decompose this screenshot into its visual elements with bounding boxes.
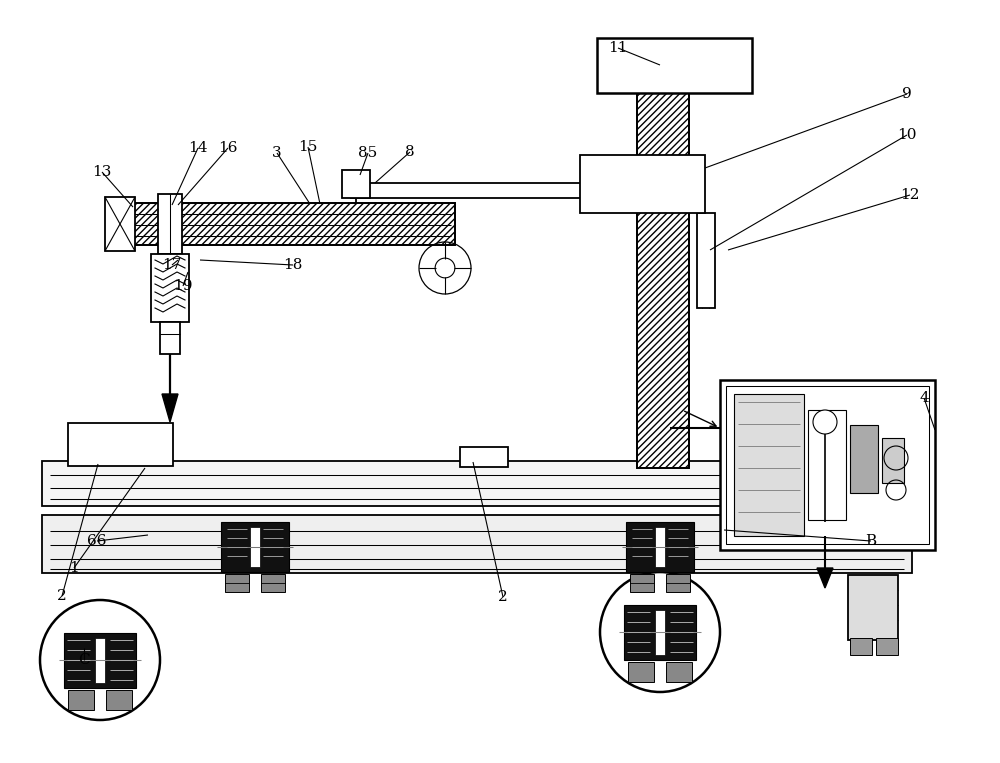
Text: 9: 9	[902, 87, 912, 101]
Text: 17: 17	[162, 258, 182, 272]
Bar	[64, 633, 136, 688]
Circle shape	[600, 572, 720, 692]
Text: 11: 11	[608, 41, 628, 55]
Bar	[666, 662, 692, 682]
Bar	[105, 197, 135, 251]
Bar	[630, 574, 654, 592]
Bar	[42, 515, 912, 573]
Text: 4: 4	[919, 391, 929, 405]
Bar	[637, 70, 689, 468]
Bar	[160, 322, 180, 354]
Text: 1: 1	[69, 561, 79, 575]
Bar	[342, 170, 370, 198]
Polygon shape	[817, 568, 833, 588]
Circle shape	[813, 410, 837, 434]
Bar	[250, 527, 260, 567]
Bar	[882, 438, 904, 483]
Bar	[225, 574, 249, 592]
Text: 14: 14	[188, 141, 208, 155]
Text: 19: 19	[173, 279, 193, 293]
Text: 3: 3	[272, 146, 282, 160]
Bar	[120, 203, 455, 245]
Bar	[876, 638, 898, 655]
Bar	[580, 155, 705, 213]
Text: 10: 10	[897, 128, 917, 142]
Bar	[628, 662, 654, 682]
Polygon shape	[162, 394, 178, 422]
Bar	[261, 574, 285, 592]
Text: 66: 66	[87, 534, 107, 548]
Text: 18: 18	[283, 258, 303, 272]
Text: C: C	[78, 653, 90, 667]
Bar	[666, 574, 690, 592]
Bar	[68, 423, 173, 466]
Bar	[106, 690, 132, 710]
Bar	[850, 425, 878, 493]
Bar	[808, 410, 846, 520]
Bar	[626, 522, 694, 572]
Text: 8: 8	[405, 145, 415, 159]
Text: 85: 85	[358, 146, 378, 160]
Bar	[655, 527, 665, 567]
Bar	[597, 38, 752, 93]
Bar	[151, 254, 189, 322]
Bar	[460, 447, 508, 467]
Text: B: B	[865, 534, 877, 548]
Bar	[726, 386, 929, 544]
Bar	[734, 394, 804, 536]
Bar	[720, 380, 935, 550]
Bar	[697, 213, 715, 308]
Bar	[221, 522, 289, 572]
Bar	[850, 638, 872, 655]
Bar	[655, 610, 665, 655]
Bar	[848, 575, 898, 640]
Text: 12: 12	[900, 188, 920, 202]
Circle shape	[40, 600, 160, 720]
Text: 16: 16	[218, 141, 238, 155]
Bar	[158, 194, 182, 254]
Text: 2: 2	[57, 589, 67, 603]
Bar	[637, 70, 689, 468]
Text: 13: 13	[92, 165, 112, 179]
Bar	[68, 690, 94, 710]
Text: 2: 2	[498, 590, 508, 604]
Bar	[42, 461, 912, 506]
Bar	[95, 638, 105, 683]
Bar	[624, 605, 696, 660]
Text: 15: 15	[298, 140, 318, 154]
Bar	[120, 203, 455, 245]
